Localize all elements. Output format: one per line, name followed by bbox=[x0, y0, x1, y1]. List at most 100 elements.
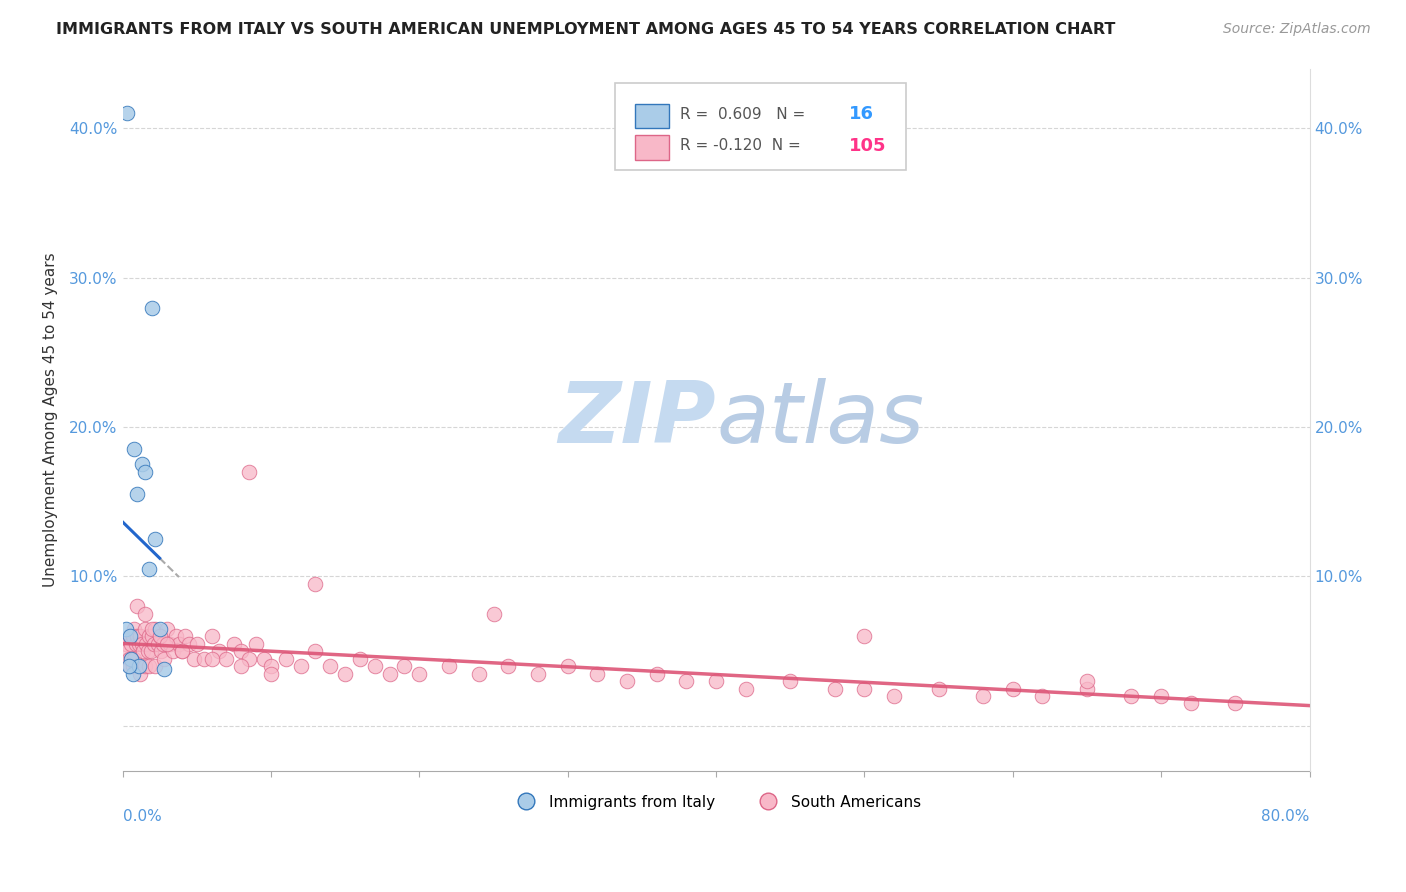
Point bbox=[142, 637, 165, 651]
Point bbox=[138, 659, 160, 673]
Point bbox=[114, 622, 136, 636]
Point bbox=[143, 532, 166, 546]
Point bbox=[222, 637, 245, 651]
Point bbox=[124, 442, 146, 457]
Point bbox=[156, 622, 179, 636]
Point bbox=[170, 644, 193, 658]
Point bbox=[1180, 697, 1202, 711]
Point bbox=[704, 674, 727, 689]
Point bbox=[167, 637, 190, 651]
Point bbox=[183, 651, 205, 665]
Text: R =  0.609   N =: R = 0.609 N = bbox=[681, 107, 811, 121]
Point bbox=[174, 629, 197, 643]
Point bbox=[527, 666, 550, 681]
Point bbox=[132, 644, 155, 658]
Point bbox=[152, 637, 174, 651]
Text: Source: ZipAtlas.com: Source: ZipAtlas.com bbox=[1223, 22, 1371, 37]
Point bbox=[143, 659, 166, 673]
Point bbox=[304, 577, 326, 591]
Point bbox=[149, 629, 172, 643]
Point bbox=[260, 659, 283, 673]
FancyBboxPatch shape bbox=[616, 83, 905, 170]
Point bbox=[127, 629, 149, 643]
Point bbox=[201, 629, 224, 643]
Point bbox=[165, 629, 187, 643]
Point bbox=[127, 599, 149, 614]
Point bbox=[139, 644, 162, 658]
Point bbox=[115, 106, 138, 120]
Point bbox=[824, 681, 846, 696]
Point bbox=[290, 659, 312, 673]
Point bbox=[186, 637, 208, 651]
Point bbox=[645, 666, 668, 681]
Point bbox=[122, 629, 145, 643]
Point bbox=[121, 651, 143, 665]
Point bbox=[143, 622, 166, 636]
Point bbox=[149, 629, 172, 643]
Point bbox=[928, 681, 950, 696]
Point bbox=[115, 644, 138, 658]
Point bbox=[245, 637, 267, 651]
Point bbox=[153, 651, 176, 665]
Point bbox=[127, 659, 149, 673]
Point bbox=[252, 651, 274, 665]
Point bbox=[150, 644, 173, 658]
Point bbox=[129, 629, 152, 643]
Point bbox=[437, 659, 460, 673]
Point bbox=[134, 465, 156, 479]
Point bbox=[853, 681, 876, 696]
Point bbox=[141, 622, 163, 636]
Point bbox=[124, 651, 146, 665]
Text: atlas: atlas bbox=[716, 378, 924, 461]
Point bbox=[557, 659, 579, 673]
Point bbox=[135, 637, 157, 651]
Text: 16: 16 bbox=[849, 105, 875, 123]
Text: 105: 105 bbox=[849, 136, 887, 154]
Point bbox=[734, 681, 756, 696]
Point bbox=[498, 659, 520, 673]
Point bbox=[304, 644, 326, 658]
Point bbox=[156, 637, 179, 651]
Point bbox=[138, 629, 160, 643]
Point bbox=[349, 651, 371, 665]
Point bbox=[118, 659, 141, 673]
Point bbox=[121, 637, 143, 651]
Point bbox=[616, 674, 638, 689]
Text: ZIP: ZIP bbox=[558, 378, 716, 461]
Point bbox=[134, 622, 156, 636]
Point bbox=[675, 674, 697, 689]
Point bbox=[141, 301, 163, 315]
Point bbox=[208, 644, 231, 658]
Point bbox=[972, 689, 994, 703]
Point bbox=[127, 487, 149, 501]
Point bbox=[134, 659, 156, 673]
Point bbox=[131, 637, 153, 651]
Point bbox=[118, 629, 141, 643]
Point bbox=[378, 666, 401, 681]
Point bbox=[779, 674, 801, 689]
Point bbox=[408, 666, 430, 681]
Point bbox=[128, 659, 150, 673]
Point bbox=[134, 607, 156, 621]
Point bbox=[333, 666, 356, 681]
Point bbox=[1031, 689, 1053, 703]
Point bbox=[141, 629, 163, 643]
Point bbox=[1001, 681, 1024, 696]
Text: 80.0%: 80.0% bbox=[1261, 809, 1309, 824]
Point bbox=[238, 651, 260, 665]
Point bbox=[1076, 681, 1098, 696]
Point bbox=[138, 562, 160, 576]
Point bbox=[121, 651, 143, 665]
Point bbox=[118, 629, 141, 643]
Point bbox=[883, 689, 905, 703]
Point bbox=[129, 666, 152, 681]
Text: IMMIGRANTS FROM ITALY VS SOUTH AMERICAN UNEMPLOYMENT AMONG AGES 45 TO 54 YEARS C: IMMIGRANTS FROM ITALY VS SOUTH AMERICAN … bbox=[56, 22, 1115, 37]
Point bbox=[136, 644, 159, 658]
Point bbox=[148, 637, 170, 651]
Point bbox=[467, 666, 489, 681]
Point bbox=[364, 659, 387, 673]
Point bbox=[117, 651, 139, 665]
Point bbox=[231, 644, 253, 658]
Point bbox=[1150, 689, 1173, 703]
Point bbox=[394, 659, 416, 673]
